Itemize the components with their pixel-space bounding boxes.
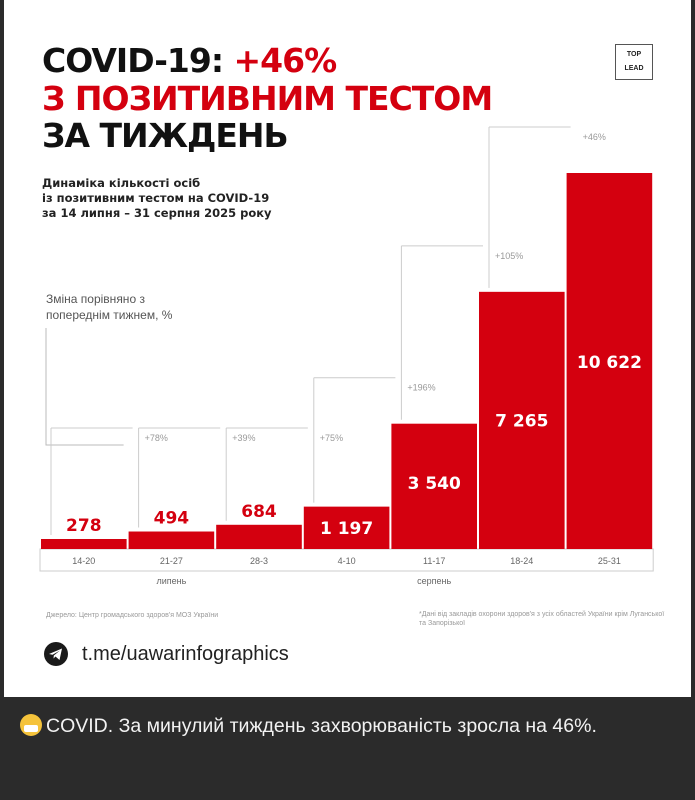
headline-line3: ЗА ТИЖДЕНЬ [42, 116, 289, 155]
change-bracket [313, 377, 396, 503]
bar [303, 506, 390, 549]
headline-accent: +46% [233, 41, 338, 80]
source-note: Джерело: Центр громадського здоров'я МОЗ… [46, 612, 219, 619]
message-bubble: COVID. За минулий тиждень захворюваність… [0, 697, 695, 800]
telegram-icon[interactable] [44, 642, 68, 666]
bar [391, 423, 477, 549]
change-label: +105% [495, 251, 523, 261]
change-label: +78% [145, 433, 168, 443]
subtitle-line3: за 14 липня – 31 серпня 2025 року [42, 206, 272, 220]
bar [479, 291, 565, 549]
bar-chart: 278 14-20 +78% 494 21-27 +39% 684 28-3 +75% 1 197… [39, 126, 654, 586]
change-bracket [488, 126, 571, 288]
bar [566, 173, 653, 549]
bar [216, 524, 302, 549]
logo-top: TOP [626, 51, 642, 58]
change-note-line2: попереднім тижнем, % [46, 308, 173, 322]
change-label: +75% [320, 433, 343, 443]
value-label: 7 265 [495, 411, 548, 431]
change-bracket [225, 427, 308, 521]
change-note-line1: Зміна порівняно з [46, 292, 145, 306]
infographic-card: COVID-19: +46% З ПОЗИТИВНИМ ТЕСТОМ ЗА ТИ… [4, 0, 691, 697]
change-bracket [50, 427, 133, 535]
subtitle-line1: Динаміка кількості осіб [42, 176, 201, 190]
message-text: COVID. За минулий тиждень захворюваність… [20, 711, 660, 741]
data-note: *Дані від закладів охорони здоров'я з ус… [419, 611, 665, 627]
value-label: 1 197 [320, 519, 373, 539]
headline-line2: З ПОЗИТИВНИМ ТЕСТОМ [42, 79, 493, 118]
bar [128, 531, 215, 549]
value-label: 684 [241, 502, 277, 522]
x-tick-label: 14-20 [72, 556, 95, 566]
change-bracket [400, 245, 483, 420]
month-label: липень [156, 576, 186, 586]
connector-line [45, 328, 124, 446]
x-tick-label: 4-10 [338, 556, 356, 566]
headline-prefix: COVID-19: [42, 41, 234, 80]
value-label: 3 540 [408, 474, 461, 494]
message-body: COVID. За минулий тиждень захворюваність… [46, 715, 597, 737]
x-tick-label: 11-17 [423, 556, 445, 566]
change-label: +39% [232, 433, 255, 443]
logo-bottom: LEAD [624, 65, 644, 72]
x-tick-label: 25-31 [598, 556, 621, 566]
telegram-link[interactable]: t.me/uawarinfographics [82, 643, 289, 665]
value-label: 278 [66, 516, 102, 536]
change-label: +196% [407, 383, 435, 393]
x-tick-label: 18-24 [510, 556, 533, 566]
change-label: +46% [583, 132, 606, 142]
value-label: 494 [154, 509, 190, 529]
value-label: 10 622 [577, 353, 642, 373]
bar [41, 539, 127, 549]
x-tick-label: 21-27 [160, 556, 183, 566]
mask-face-icon [20, 714, 42, 736]
month-label: серпень [417, 576, 451, 586]
toplead-logo: TOP LEAD [615, 44, 653, 80]
window-border [691, 0, 695, 697]
x-tick-label: 28-3 [250, 556, 268, 566]
headline-line1: COVID-19: +46% [42, 41, 338, 80]
subtitle-line2: із позитивним тестом на COVID-19 [42, 191, 270, 205]
change-bracket [138, 427, 221, 528]
